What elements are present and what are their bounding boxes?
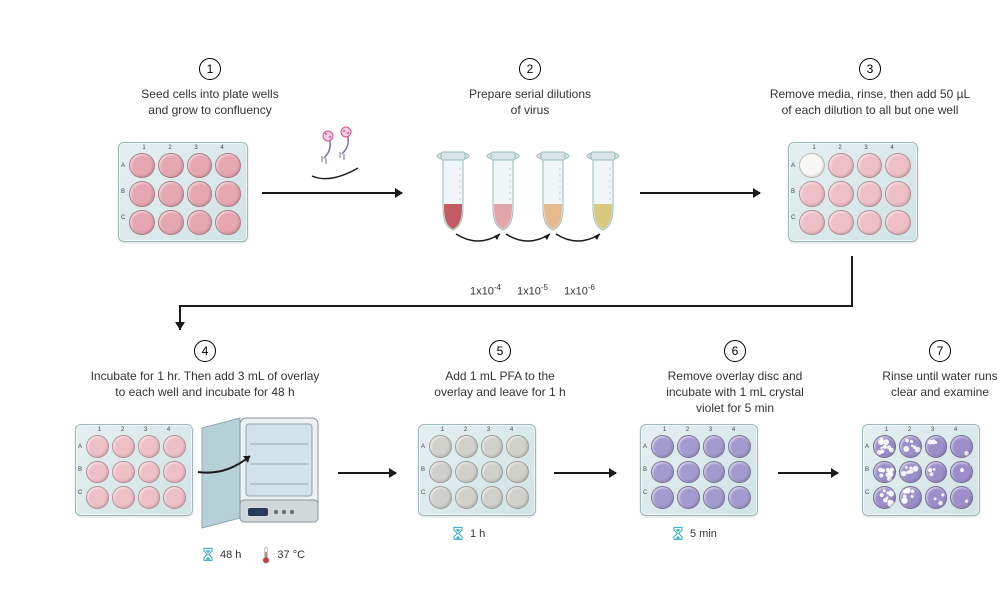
wrap-arrow <box>0 0 1000 606</box>
